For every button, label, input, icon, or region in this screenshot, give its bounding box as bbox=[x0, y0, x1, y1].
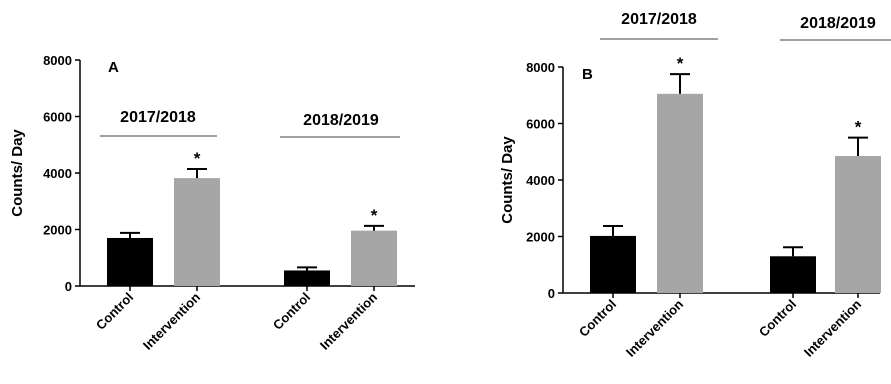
bar bbox=[770, 256, 816, 293]
y-tick-label: 4000 bbox=[43, 166, 72, 181]
y-tick-label: 6000 bbox=[43, 110, 72, 125]
y-tick-label: 0 bbox=[548, 286, 555, 301]
x-tick-label: Control bbox=[270, 290, 313, 333]
bar bbox=[835, 155, 881, 293]
group-label: 2017/2018 bbox=[621, 11, 697, 28]
y-tick-label: 2000 bbox=[526, 230, 555, 245]
significance-marker: * bbox=[855, 118, 862, 137]
x-tick-label: Intervention bbox=[317, 289, 380, 352]
bar bbox=[174, 178, 220, 286]
bar bbox=[107, 237, 153, 286]
group-label: 2017/2018 bbox=[120, 109, 196, 126]
chart-panel-A: 0 2000 4000 6000 8000 Counts/ Day A 2017/2018 20… bbox=[9, 53, 415, 353]
y-axis-label: Counts/ Day bbox=[499, 136, 516, 224]
x-tick-label: Intervention bbox=[140, 289, 203, 352]
panel-label: B bbox=[582, 66, 593, 83]
y-tick-label: 6000 bbox=[526, 117, 555, 132]
significance-marker: * bbox=[194, 149, 201, 168]
panel-label: A bbox=[108, 59, 119, 76]
y-tick-label: 8000 bbox=[43, 53, 72, 68]
bar bbox=[351, 230, 397, 286]
x-tick-label: Intervention bbox=[623, 296, 686, 359]
bar bbox=[590, 235, 636, 293]
y-tick-label: 8000 bbox=[526, 60, 555, 75]
y-tick-label: 4000 bbox=[526, 173, 555, 188]
significance-marker: * bbox=[677, 54, 684, 73]
bar bbox=[284, 270, 330, 286]
x-tick-label: Intervention bbox=[801, 296, 864, 359]
group-label: 2018/2019 bbox=[800, 15, 876, 32]
y-axis-label: Counts/ Day bbox=[9, 129, 26, 217]
group-label: 2018/2019 bbox=[303, 112, 379, 129]
x-tick-label: Control bbox=[576, 297, 619, 340]
chart-panel-B: 0 2000 4000 6000 8000 Counts/ Day B 2017/2018 20… bbox=[499, 11, 891, 360]
y-tick-label: 0 bbox=[65, 279, 72, 294]
y-tick-label: 2000 bbox=[43, 223, 72, 238]
bar bbox=[657, 93, 703, 294]
x-tick-label: Control bbox=[93, 290, 136, 333]
x-tick-label: Control bbox=[756, 297, 799, 340]
significance-marker: * bbox=[371, 206, 378, 225]
